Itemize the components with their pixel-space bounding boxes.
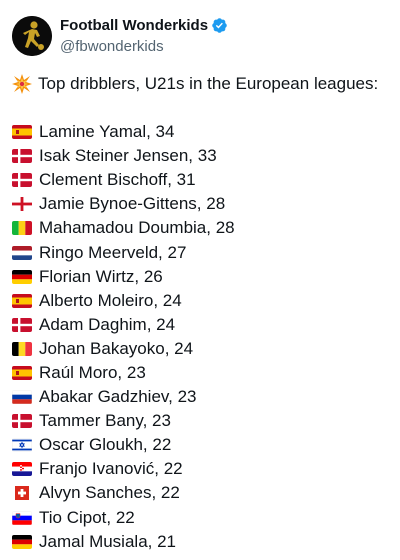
netherlands-flag-icon (12, 245, 32, 260)
spain-flag-icon (12, 125, 32, 140)
switzerland-flag-icon (12, 486, 32, 501)
germany-flag-icon (12, 269, 32, 284)
player-entry-text: Adam Daghim, 24 (39, 314, 176, 334)
player-entry-text: Jamie Bynoe-Gittens, 28 (39, 194, 226, 214)
player-row: Adam Daghim, 24 (12, 313, 235, 337)
england-flag-icon (12, 197, 32, 212)
player-row: Alvyn Sanches, 22 (12, 481, 235, 505)
germany-flag-icon (12, 534, 32, 549)
player-entry-text: Ringo Meerveld, 27 (39, 242, 187, 262)
denmark-flag-icon (12, 414, 32, 429)
player-row: Lamine Yamal, 34 (12, 120, 235, 144)
player-row: Johan Bakayoko, 24 (12, 337, 235, 361)
verified-badge-icon (211, 17, 228, 34)
player-row: Jamie Bynoe-Gittens, 28 (12, 192, 235, 216)
slovenia-flag-icon (12, 510, 32, 525)
player-row: Abakar Gadzhiev, 23 (12, 385, 235, 409)
player-row: Tammer Bany, 23 (12, 409, 235, 433)
israel-flag-icon (12, 438, 32, 453)
denmark-flag-icon (12, 317, 32, 332)
player-row: Oscar Gloukh, 22 (12, 433, 235, 457)
player-entry-text: Franjo Ivanović, 22 (39, 459, 183, 479)
headline-text: Top dribblers, U21s in the European leag… (38, 74, 379, 93)
player-entry-text: Lamine Yamal, 34 (39, 122, 175, 142)
account-handle[interactable]: @fbwonderkids (60, 38, 164, 55)
belgium-flag-icon (12, 341, 32, 356)
player-entry-text: Mahamadou Doumbia, 28 (39, 218, 235, 238)
account-names: Football Wonderkids @fbwonderkids (60, 16, 228, 56)
display-name[interactable]: Football Wonderkids (60, 17, 209, 34)
player-entry-text: Jamal Musiala, 21 (39, 531, 177, 551)
player-entry-text: Isak Steiner Jensen, 33 (39, 146, 217, 166)
denmark-flag-icon (12, 149, 32, 164)
player-row: Franjo Ivanović, 22 (12, 457, 235, 481)
avatar[interactable] (12, 16, 52, 56)
player-list: Lamine Yamal, 34 Isak Steiner Jensen, 33 C… (12, 120, 235, 554)
player-silhouette-icon (12, 16, 52, 56)
player-row: Tio Cipot, 22 (12, 506, 235, 530)
spain-flag-icon (12, 365, 32, 380)
player-entry-text: Clement Bischoff, 31 (39, 170, 196, 190)
player-entry-text: Alberto Moleiro, 24 (39, 290, 182, 310)
player-entry-text: Raúl Moro, 23 (39, 362, 146, 382)
player-row: Jamal Musiala, 21 (12, 530, 235, 554)
mali-flag-icon (12, 221, 32, 236)
player-entry-text: Alvyn Sanches, 22 (39, 483, 180, 503)
player-row: Florian Wirtz, 26 (12, 265, 235, 289)
player-entry-text: Abakar Gadzhiev, 23 (39, 387, 197, 407)
player-row: Alberto Moleiro, 24 (12, 289, 235, 313)
player-entry-text: Florian Wirtz, 26 (39, 266, 163, 286)
denmark-flag-icon (12, 173, 32, 188)
collision-emoji-icon (12, 74, 32, 94)
post-header: Football Wonderkids @fbwonderkids (12, 14, 228, 58)
croatia-flag-icon (12, 462, 32, 477)
player-row: Mahamadou Doumbia, 28 (12, 216, 235, 240)
player-row: Raúl Moro, 23 (12, 361, 235, 385)
player-row: Isak Steiner Jensen, 33 (12, 144, 235, 168)
player-row: Ringo Meerveld, 27 (12, 240, 235, 264)
spain-flag-icon (12, 293, 32, 308)
player-row: Clement Bischoff, 31 (12, 168, 235, 192)
player-entry-text: Oscar Gloukh, 22 (39, 435, 172, 455)
russia-flag-icon (12, 390, 32, 405)
player-entry-text: Tio Cipot, 22 (39, 507, 135, 527)
player-entry-text: Tammer Bany, 23 (39, 411, 171, 431)
player-entry-text: Johan Bakayoko, 24 (39, 338, 194, 358)
post-headline: Top dribblers, U21s in the European leag… (12, 73, 378, 95)
